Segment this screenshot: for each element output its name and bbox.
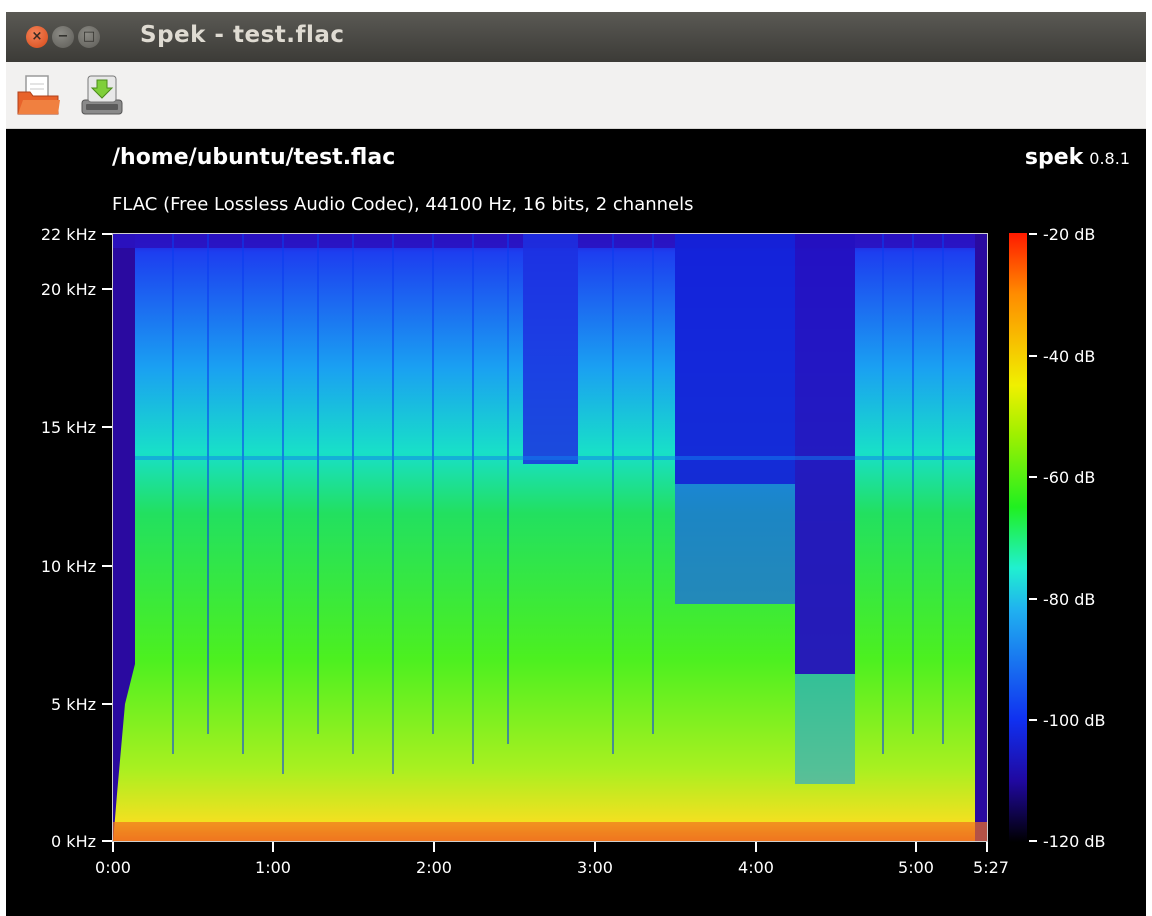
x-tick-label: 1:00 <box>255 858 291 877</box>
db-tick <box>1029 840 1037 842</box>
save-icon <box>81 75 123 115</box>
db-tick <box>1029 598 1037 600</box>
y-tick-label: 0 kHz <box>51 832 96 851</box>
open-file-button[interactable] <box>14 72 62 118</box>
close-button[interactable]: × <box>26 26 48 48</box>
y-tick <box>102 288 112 290</box>
brand-name: spek <box>1024 145 1084 170</box>
spectrogram-plot <box>112 233 988 842</box>
db-label: -100 dB <box>1043 711 1106 730</box>
x-tick <box>915 842 917 852</box>
y-tick <box>102 703 112 705</box>
x-tick <box>272 842 274 852</box>
spectrogram-overlay <box>113 234 987 841</box>
spectrogram-canvas: /home/ubuntu/test.flac FLAC (Free Lossle… <box>6 129 1146 916</box>
minimize-icon: − <box>57 29 69 44</box>
y-tick <box>102 233 112 235</box>
toolbar <box>6 62 1146 129</box>
x-tick <box>112 842 114 852</box>
app-brand: spek 0.8.1 <box>1025 145 1130 170</box>
file-info: FLAC (Free Lossless Audio Codec), 44100 … <box>112 194 694 215</box>
db-label: -20 dB <box>1043 225 1096 244</box>
app-window: × − □ Spek - test.flac /home/ubuntu/test… <box>6 12 1146 916</box>
db-label: -60 dB <box>1043 468 1096 487</box>
x-tick-label: 3:00 <box>577 858 613 877</box>
db-color-scale <box>1009 233 1027 842</box>
x-tick-label: 4:00 <box>738 858 774 877</box>
db-label: -80 dB <box>1043 590 1096 609</box>
close-icon: × <box>31 29 43 44</box>
x-tick <box>986 842 988 852</box>
x-tick-label: 0:00 <box>95 858 131 877</box>
y-tick-label: 22 kHz <box>40 225 96 244</box>
app-version: 0.8.1 <box>1089 149 1130 168</box>
y-tick-label: 5 kHz <box>51 695 96 714</box>
window-title: Spek - test.flac <box>140 22 345 48</box>
db-tick <box>1029 233 1037 235</box>
maximize-button[interactable]: □ <box>78 26 100 48</box>
folder-open-icon <box>17 75 60 115</box>
db-tick <box>1029 355 1037 357</box>
save-image-button[interactable] <box>78 72 126 118</box>
y-tick <box>102 426 112 428</box>
y-tick <box>102 840 112 842</box>
x-tick <box>755 842 757 852</box>
x-tick <box>594 842 596 852</box>
db-tick <box>1029 719 1037 721</box>
x-tick <box>433 842 435 852</box>
x-tick-label: 2:00 <box>416 858 452 877</box>
x-tick-label: 5:00 <box>898 858 934 877</box>
minimize-button[interactable]: − <box>52 26 74 48</box>
db-label: -120 dB <box>1043 832 1106 851</box>
x-tick-label: 5:27 <box>973 858 1009 877</box>
db-label: -40 dB <box>1043 347 1096 366</box>
file-path: /home/ubuntu/test.flac <box>112 145 396 170</box>
title-bar[interactable]: × − □ Spek - test.flac <box>6 12 1146 62</box>
y-tick-label: 10 kHz <box>40 557 96 576</box>
y-tick-label: 20 kHz <box>40 280 96 299</box>
maximize-icon: □ <box>82 29 96 44</box>
db-tick <box>1029 476 1037 478</box>
y-tick <box>102 565 112 567</box>
y-tick-label: 15 kHz <box>40 418 96 437</box>
